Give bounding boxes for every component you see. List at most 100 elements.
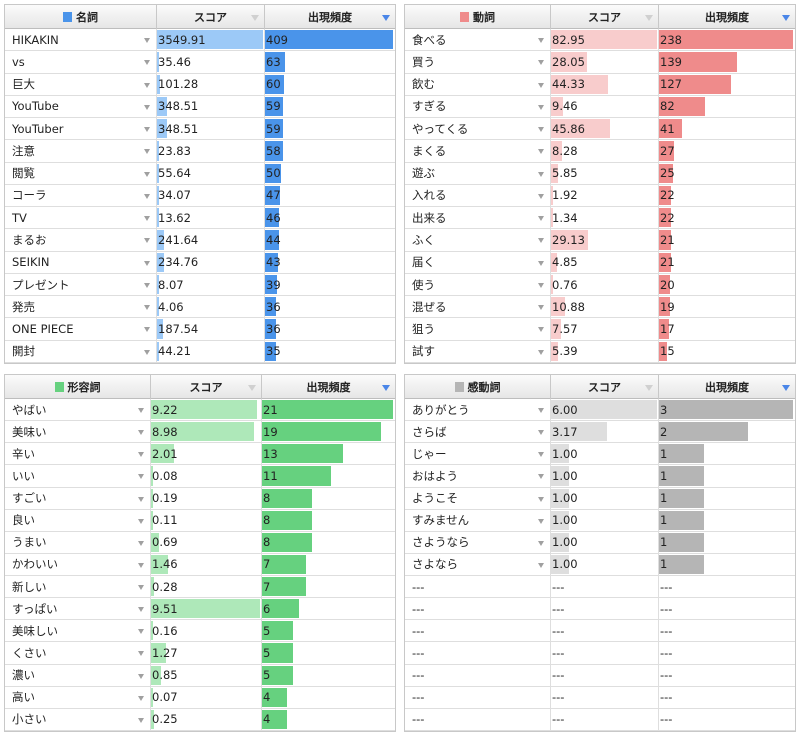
chevron-down-icon[interactable]	[144, 193, 150, 199]
column-header-frequency[interactable]: 出現頻度	[262, 375, 395, 399]
word-cell[interactable]: うまい	[5, 531, 151, 553]
sort-arrow-icon[interactable]	[645, 15, 653, 21]
word-cell[interactable]: くさい	[5, 642, 151, 664]
word-cell[interactable]: まくる	[405, 140, 551, 162]
column-header-score[interactable]: スコア	[157, 5, 265, 29]
column-header-frequency[interactable]: 出現頻度	[659, 5, 795, 29]
word-cell[interactable]: vs	[5, 51, 157, 73]
sort-arrow-active-icon[interactable]	[782, 385, 790, 391]
word-cell[interactable]: かわいい	[5, 553, 151, 576]
chevron-down-icon[interactable]	[538, 238, 544, 244]
chevron-down-icon[interactable]	[144, 305, 150, 311]
chevron-down-icon[interactable]	[538, 193, 544, 199]
word-cell[interactable]: ---	[405, 686, 551, 708]
sort-arrow-icon[interactable]	[645, 385, 653, 391]
column-header-score[interactable]: スコア	[551, 5, 659, 29]
chevron-down-icon[interactable]	[138, 607, 144, 613]
word-cell[interactable]: ---	[405, 576, 551, 598]
chevron-down-icon[interactable]	[144, 349, 150, 355]
word-cell[interactable]: 狙う	[405, 318, 551, 340]
word-cell[interactable]: 試す	[405, 340, 551, 362]
chevron-down-icon[interactable]	[138, 562, 144, 568]
sort-arrow-active-icon[interactable]	[382, 15, 390, 21]
word-cell[interactable]: ---	[405, 642, 551, 664]
word-cell[interactable]: ---	[405, 708, 551, 730]
word-cell[interactable]: YouTuber	[5, 118, 157, 140]
column-header-frequency[interactable]: 出現頻度	[659, 375, 795, 399]
chevron-down-icon[interactable]	[144, 216, 150, 222]
word-cell[interactable]: ONE PIECE	[5, 318, 157, 340]
word-cell[interactable]: コーラ	[5, 184, 157, 207]
word-cell[interactable]: 新しい	[5, 576, 151, 598]
chevron-down-icon[interactable]	[538, 127, 544, 133]
word-cell[interactable]: 美味い	[5, 421, 151, 443]
word-cell[interactable]: TV	[5, 207, 157, 229]
sort-arrow-active-icon[interactable]	[382, 385, 390, 391]
word-cell[interactable]: 巨大	[5, 73, 157, 95]
chevron-down-icon[interactable]	[144, 260, 150, 266]
chevron-down-icon[interactable]	[538, 430, 544, 436]
chevron-down-icon[interactable]	[538, 562, 544, 568]
word-cell[interactable]: すっぱい	[5, 598, 151, 620]
word-cell[interactable]: 濃い	[5, 664, 151, 686]
word-cell[interactable]: ようこそ	[405, 487, 551, 509]
word-cell[interactable]: 入れる	[405, 184, 551, 207]
chevron-down-icon[interactable]	[138, 585, 144, 591]
word-cell[interactable]: 辛い	[5, 443, 151, 465]
chevron-down-icon[interactable]	[144, 127, 150, 133]
chevron-down-icon[interactable]	[538, 452, 544, 458]
word-cell[interactable]: 美味しい	[5, 620, 151, 642]
chevron-down-icon[interactable]	[538, 282, 544, 288]
chevron-down-icon[interactable]	[538, 216, 544, 222]
word-cell[interactable]: YouTube	[5, 95, 157, 118]
chevron-down-icon[interactable]	[138, 673, 144, 679]
word-cell[interactable]: さらば	[405, 421, 551, 443]
chevron-down-icon[interactable]	[144, 171, 150, 177]
chevron-down-icon[interactable]	[144, 238, 150, 244]
chevron-down-icon[interactable]	[144, 149, 150, 155]
column-header-word[interactable]: 感動詞	[405, 375, 551, 399]
word-cell[interactable]: ---	[405, 664, 551, 686]
word-cell[interactable]: HIKAKIN	[5, 29, 157, 51]
chevron-down-icon[interactable]	[538, 104, 544, 110]
word-cell[interactable]: じゃー	[405, 443, 551, 465]
column-header-frequency[interactable]: 出現頻度	[265, 5, 395, 29]
chevron-down-icon[interactable]	[144, 104, 150, 110]
chevron-down-icon[interactable]	[538, 518, 544, 524]
word-cell[interactable]: 高い	[5, 686, 151, 708]
column-header-word[interactable]: 名詞	[5, 5, 157, 29]
word-cell[interactable]: 開封	[5, 340, 157, 362]
chevron-down-icon[interactable]	[138, 629, 144, 635]
chevron-down-icon[interactable]	[538, 149, 544, 155]
chevron-down-icon[interactable]	[138, 408, 144, 413]
word-cell[interactable]: 発売	[5, 296, 157, 318]
word-cell[interactable]: SEIKIN	[5, 251, 157, 273]
chevron-down-icon[interactable]	[538, 327, 544, 333]
chevron-down-icon[interactable]	[138, 651, 144, 657]
chevron-down-icon[interactable]	[538, 38, 544, 43]
chevron-down-icon[interactable]	[538, 540, 544, 546]
chevron-down-icon[interactable]	[138, 474, 144, 480]
chevron-down-icon[interactable]	[138, 695, 144, 701]
sort-arrow-icon[interactable]	[251, 15, 259, 21]
column-header-score[interactable]: スコア	[151, 375, 262, 399]
column-header-word[interactable]: 動詞	[405, 5, 551, 29]
word-cell[interactable]: 出来る	[405, 207, 551, 229]
chevron-down-icon[interactable]	[138, 430, 144, 436]
chevron-down-icon[interactable]	[138, 540, 144, 546]
word-cell[interactable]: 買う	[405, 51, 551, 73]
word-cell[interactable]: やってくる	[405, 118, 551, 140]
word-cell[interactable]: さようなら	[405, 531, 551, 553]
chevron-down-icon[interactable]	[538, 171, 544, 177]
chevron-down-icon[interactable]	[144, 38, 150, 43]
word-cell[interactable]: 小さい	[5, 708, 151, 730]
chevron-down-icon[interactable]	[538, 474, 544, 480]
chevron-down-icon[interactable]	[538, 349, 544, 355]
word-cell[interactable]: すごい	[5, 487, 151, 509]
word-cell[interactable]: さよなら	[405, 553, 551, 576]
chevron-down-icon[interactable]	[538, 496, 544, 502]
chevron-down-icon[interactable]	[144, 327, 150, 333]
chevron-down-icon[interactable]	[538, 60, 544, 66]
word-cell[interactable]: ---	[405, 598, 551, 620]
word-cell[interactable]: すぎる	[405, 95, 551, 118]
